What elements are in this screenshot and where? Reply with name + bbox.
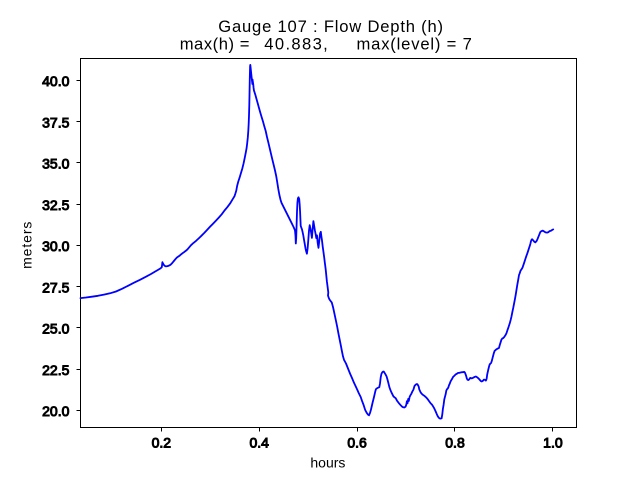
- svg-text:0.8: 0.8: [445, 435, 465, 451]
- svg-text:max(h) =: max(h) =: [180, 35, 250, 54]
- svg-text:37.5: 37.5: [42, 114, 69, 130]
- svg-text:Gauge 107 : Flow Depth (h): Gauge 107 : Flow Depth (h): [218, 17, 444, 36]
- svg-text:35.0: 35.0: [42, 156, 69, 172]
- svg-text:0.6: 0.6: [347, 435, 367, 451]
- svg-text:27.5: 27.5: [42, 279, 69, 295]
- svg-text:meters: meters: [19, 221, 35, 269]
- svg-text:22.5: 22.5: [42, 362, 69, 378]
- svg-text:hours: hours: [310, 454, 345, 470]
- svg-text:40.883,: 40.883,: [264, 35, 329, 54]
- svg-text:40.0: 40.0: [42, 73, 69, 89]
- svg-text:0.4: 0.4: [249, 435, 269, 451]
- svg-text:max(level) = 7: max(level) = 7: [357, 35, 473, 54]
- svg-text:30.0: 30.0: [42, 238, 69, 254]
- svg-text:0.2: 0.2: [152, 435, 172, 451]
- svg-text:25.0: 25.0: [42, 321, 69, 337]
- svg-text:32.5: 32.5: [42, 197, 69, 213]
- svg-text:1.0: 1.0: [543, 435, 563, 451]
- svg-text:20.0: 20.0: [42, 403, 69, 419]
